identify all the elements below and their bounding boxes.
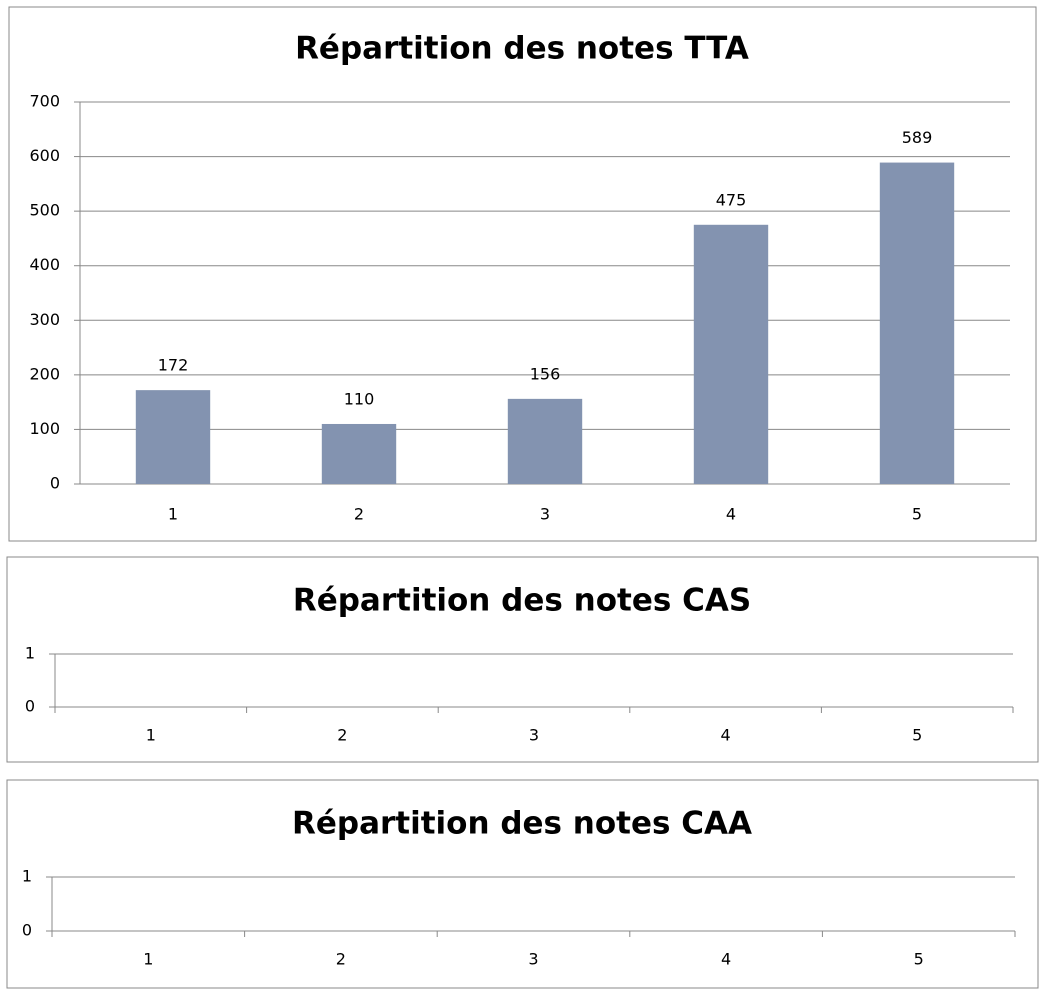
chart-frame	[6, 779, 1039, 989]
data-label: 172	[158, 356, 189, 375]
x-tick-label: 5	[914, 950, 924, 969]
y-tick-label: 0	[50, 474, 60, 493]
bar	[693, 224, 769, 485]
chart-title: Répartition des notes CAS	[293, 583, 751, 619]
y-tick-label: 1	[22, 867, 32, 886]
x-tick-label: 4	[721, 726, 731, 745]
chart-frame	[6, 556, 1039, 763]
y-tick-label: 0	[22, 921, 32, 940]
bar	[135, 390, 211, 484]
x-tick-label: 1	[143, 950, 153, 969]
y-tick-label: 100	[29, 419, 60, 438]
bar	[321, 423, 397, 484]
x-tick-label: 1	[168, 505, 178, 524]
x-tick-label: 2	[354, 505, 364, 524]
y-tick-label: 300	[29, 310, 60, 329]
x-tick-label: 2	[337, 726, 347, 745]
x-tick-label: 5	[912, 505, 922, 524]
y-tick-label: 500	[29, 201, 60, 220]
bar	[507, 398, 583, 484]
bar	[879, 162, 955, 484]
x-tick-label: 1	[146, 726, 156, 745]
y-tick-label: 400	[29, 255, 60, 274]
chart-title: Répartition des notes CAA	[292, 806, 752, 842]
y-tick-label: 200	[29, 364, 60, 383]
data-label: 110	[344, 389, 375, 408]
y-tick-label: 600	[29, 146, 60, 165]
y-tick-label: 1	[25, 644, 35, 663]
y-tick-label: 0	[25, 697, 35, 716]
x-tick-label: 3	[528, 950, 538, 969]
x-tick-label: 3	[540, 505, 550, 524]
x-tick-label: 5	[912, 726, 922, 745]
y-tick-label: 700	[29, 92, 60, 111]
data-label: 156	[530, 364, 561, 383]
data-label: 475	[716, 190, 747, 209]
x-tick-label: 4	[721, 950, 731, 969]
chart-title: Répartition des notes TTA	[295, 31, 749, 67]
x-tick-label: 3	[529, 726, 539, 745]
x-tick-label: 2	[336, 950, 346, 969]
data-label: 589	[902, 128, 933, 147]
x-tick-label: 4	[726, 505, 736, 524]
